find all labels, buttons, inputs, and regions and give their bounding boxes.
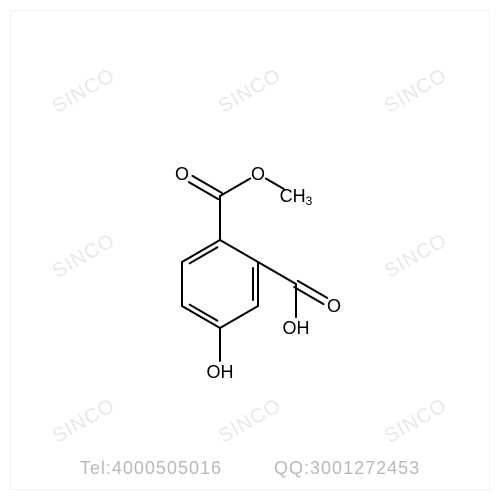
tel-value: 4000505016 — [112, 458, 222, 478]
qq-label: QQ: — [274, 458, 310, 478]
qq-value: 3001272453 — [310, 458, 420, 478]
atom-label: CH3 — [280, 186, 313, 208]
atom-label: O — [251, 164, 265, 184]
atom-label: O — [327, 296, 341, 316]
molecule-structure: O O CH3 O OH OH — [120, 110, 380, 390]
stage: OOCH3OOHOH Tel:4000505016 QQ:3001272453 … — [0, 0, 500, 500]
atom-label: OH — [207, 362, 234, 382]
contact-footer: Tel:4000505016 QQ:3001272453 — [0, 458, 500, 479]
atom-label: OH — [283, 318, 310, 338]
tel-label: Tel: — [80, 458, 112, 478]
atom-label: O — [175, 164, 189, 184]
